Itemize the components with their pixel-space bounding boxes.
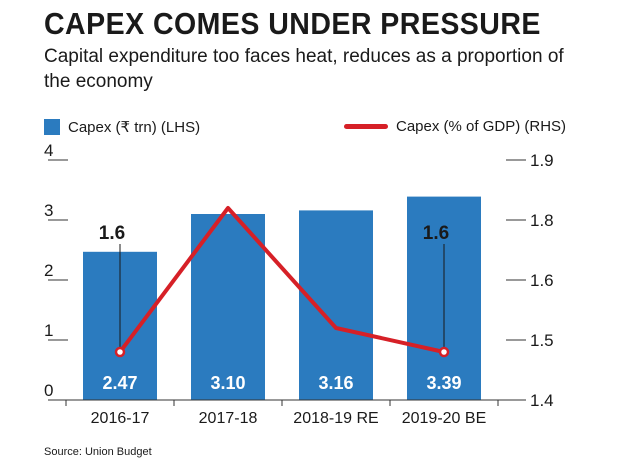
line-point-2019-20 BE — [438, 346, 450, 358]
bar-value-label: 2.47 — [102, 373, 137, 393]
right-axis-tick-label: 1.9 — [530, 151, 554, 170]
bar-2017-18 — [191, 214, 265, 400]
right-axis-tick-label: 1.4 — [530, 391, 554, 410]
x-axis-tick-label: 2017-18 — [199, 410, 258, 427]
annotation-label: 1.6 — [423, 223, 449, 244]
chart-title: CAPEX COMES UNDER PRESSURE — [44, 6, 541, 41]
legend-line-swatch — [344, 124, 388, 129]
left-axis-tick-label: 4 — [44, 141, 53, 160]
legend-capex-trn: Capex (₹ trn) (LHS) — [44, 118, 200, 136]
x-axis-tick-label: 2016-17 — [91, 410, 150, 427]
left-axis-tick-label: 0 — [44, 381, 53, 400]
left-axis-tick-label: 3 — [44, 201, 53, 220]
source-note: Source: Union Budget — [44, 446, 152, 458]
legend-bar-swatch — [44, 119, 60, 135]
bar-value-label: 3.39 — [426, 373, 461, 393]
bar-value-label: 3.16 — [318, 373, 353, 393]
x-axis-tick-label: 2018-19 RE — [293, 410, 378, 427]
left-axis-tick-label: 1 — [44, 321, 53, 340]
x-axis-tick-label: 2019-20 BE — [402, 410, 487, 427]
right-axis-tick-label: 1.5 — [530, 331, 554, 350]
bar-2018-19 RE — [299, 210, 373, 400]
right-axis-tick-label: 1.8 — [530, 211, 554, 230]
legend-capex-gdp: Capex (% of GDP) (RHS) — [344, 118, 566, 135]
left-axis-tick-label: 2 — [44, 261, 53, 280]
legend-capex-trn-label: Capex (₹ trn) (LHS) — [68, 119, 201, 136]
right-axis-tick-label: 1.6 — [530, 271, 554, 290]
capex-gdp-line — [118, 206, 445, 354]
legend-capex-gdp-label: Capex (% of GDP) (RHS) — [396, 118, 567, 135]
annotation-label: 1.6 — [99, 223, 125, 244]
line-point-2016-17 — [114, 346, 126, 358]
chart-subtitle: Capital expenditure too faces heat, redu… — [44, 46, 564, 92]
bar-value-label: 3.10 — [210, 373, 245, 393]
